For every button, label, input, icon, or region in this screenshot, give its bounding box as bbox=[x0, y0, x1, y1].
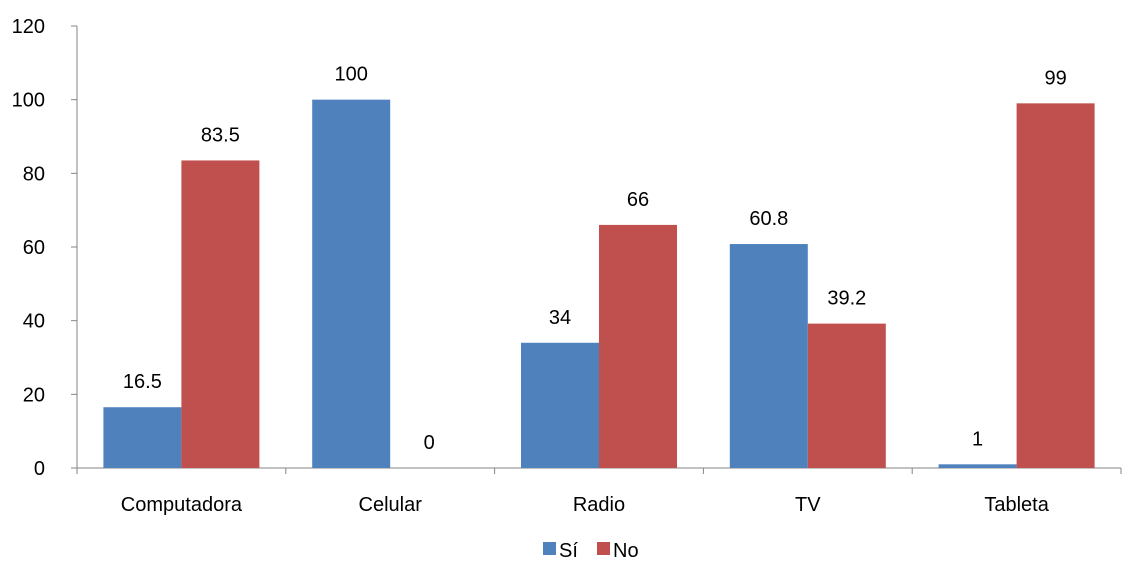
y-tick-label: 20 bbox=[23, 384, 45, 406]
legend-swatch bbox=[543, 542, 556, 555]
data-label: 100 bbox=[335, 64, 368, 86]
legend-label: No bbox=[613, 540, 639, 562]
x-tick-label: Computadora bbox=[121, 494, 243, 516]
bar bbox=[521, 342, 599, 468]
data-label: 39.2 bbox=[827, 288, 866, 310]
y-tick-label: 80 bbox=[23, 163, 45, 185]
x-tick-label: Tableta bbox=[984, 494, 1049, 516]
data-label: 34 bbox=[549, 307, 571, 329]
data-label: 66 bbox=[627, 189, 649, 211]
bar bbox=[1016, 103, 1095, 468]
data-label: 1 bbox=[972, 428, 983, 450]
data-label: 60.8 bbox=[749, 208, 788, 230]
data-label: 99 bbox=[1044, 67, 1066, 89]
bar bbox=[599, 224, 677, 468]
legend: Sí No bbox=[543, 540, 639, 562]
legend-label: Sí bbox=[559, 540, 578, 562]
y-tick-label: 100 bbox=[12, 90, 45, 112]
bar bbox=[729, 244, 808, 468]
y-axis: 0 20 40 60 80 100 120 bbox=[12, 16, 78, 480]
data-label: 0 bbox=[424, 432, 435, 454]
y-tick-label: 60 bbox=[23, 237, 45, 259]
bars bbox=[103, 99, 1095, 469]
y-tick-label: 40 bbox=[23, 311, 45, 333]
bar bbox=[103, 407, 182, 468]
bar bbox=[312, 99, 391, 469]
x-tick-label: TV bbox=[795, 494, 821, 516]
x-tick-label: Celular bbox=[359, 494, 423, 516]
y-tick-label: 120 bbox=[12, 16, 45, 38]
data-label: 16.5 bbox=[123, 371, 162, 393]
bar bbox=[938, 464, 1017, 468]
y-tick-label: 0 bbox=[34, 458, 45, 480]
bar bbox=[181, 160, 260, 469]
bar bbox=[807, 323, 886, 468]
data-labels: 16.5 83.5 100 0 34 66 60.8 39.2 1 99 bbox=[123, 64, 1067, 454]
x-tick-label: Radio bbox=[573, 494, 625, 516]
x-axis: Computadora Celular Radio TV Tableta bbox=[76, 467, 1122, 516]
data-label: 83.5 bbox=[201, 124, 240, 146]
legend-swatch bbox=[597, 542, 610, 555]
